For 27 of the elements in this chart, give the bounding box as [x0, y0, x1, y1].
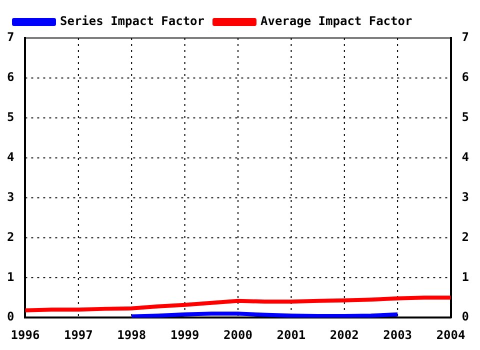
- y2-tick-label: 5: [462, 110, 470, 124]
- y-tick-label: 0: [6, 310, 14, 324]
- y-tick-label: 1: [6, 270, 14, 284]
- x-tick-label: 1998: [117, 328, 146, 342]
- y2-tick-label: 7: [462, 30, 470, 44]
- y2-tick-label: 1: [462, 270, 470, 284]
- y-tick-label: 2: [6, 230, 14, 244]
- y-tick-label: 3: [6, 190, 14, 204]
- legend-label: Average Impact Factor: [260, 14, 412, 28]
- x-tick-label: 1999: [170, 328, 200, 342]
- x-tick-label: 2002: [330, 328, 359, 342]
- x-tick-label: 2004: [436, 328, 466, 342]
- y2-tick-label: 0: [462, 310, 470, 324]
- y2-tick-label: 6: [462, 70, 470, 84]
- y2-tick-label: 2: [462, 230, 470, 244]
- legend-label: Series Impact Factor: [60, 14, 204, 28]
- x-tick-label: 2001: [276, 328, 306, 342]
- y-tick-label: 6: [6, 70, 14, 84]
- x-tick-label: 1996: [10, 328, 40, 342]
- y-tick-label: 4: [6, 150, 14, 164]
- x-tick-label: 1997: [64, 328, 93, 342]
- x-tick-label: 2000: [224, 328, 252, 342]
- x-tick-label: 2003: [383, 328, 412, 342]
- y2-tick-label: 4: [462, 150, 470, 164]
- y2-tick-label: 3: [462, 190, 470, 204]
- y-tick-label: 5: [6, 110, 14, 124]
- y-tick-label: 7: [6, 30, 14, 44]
